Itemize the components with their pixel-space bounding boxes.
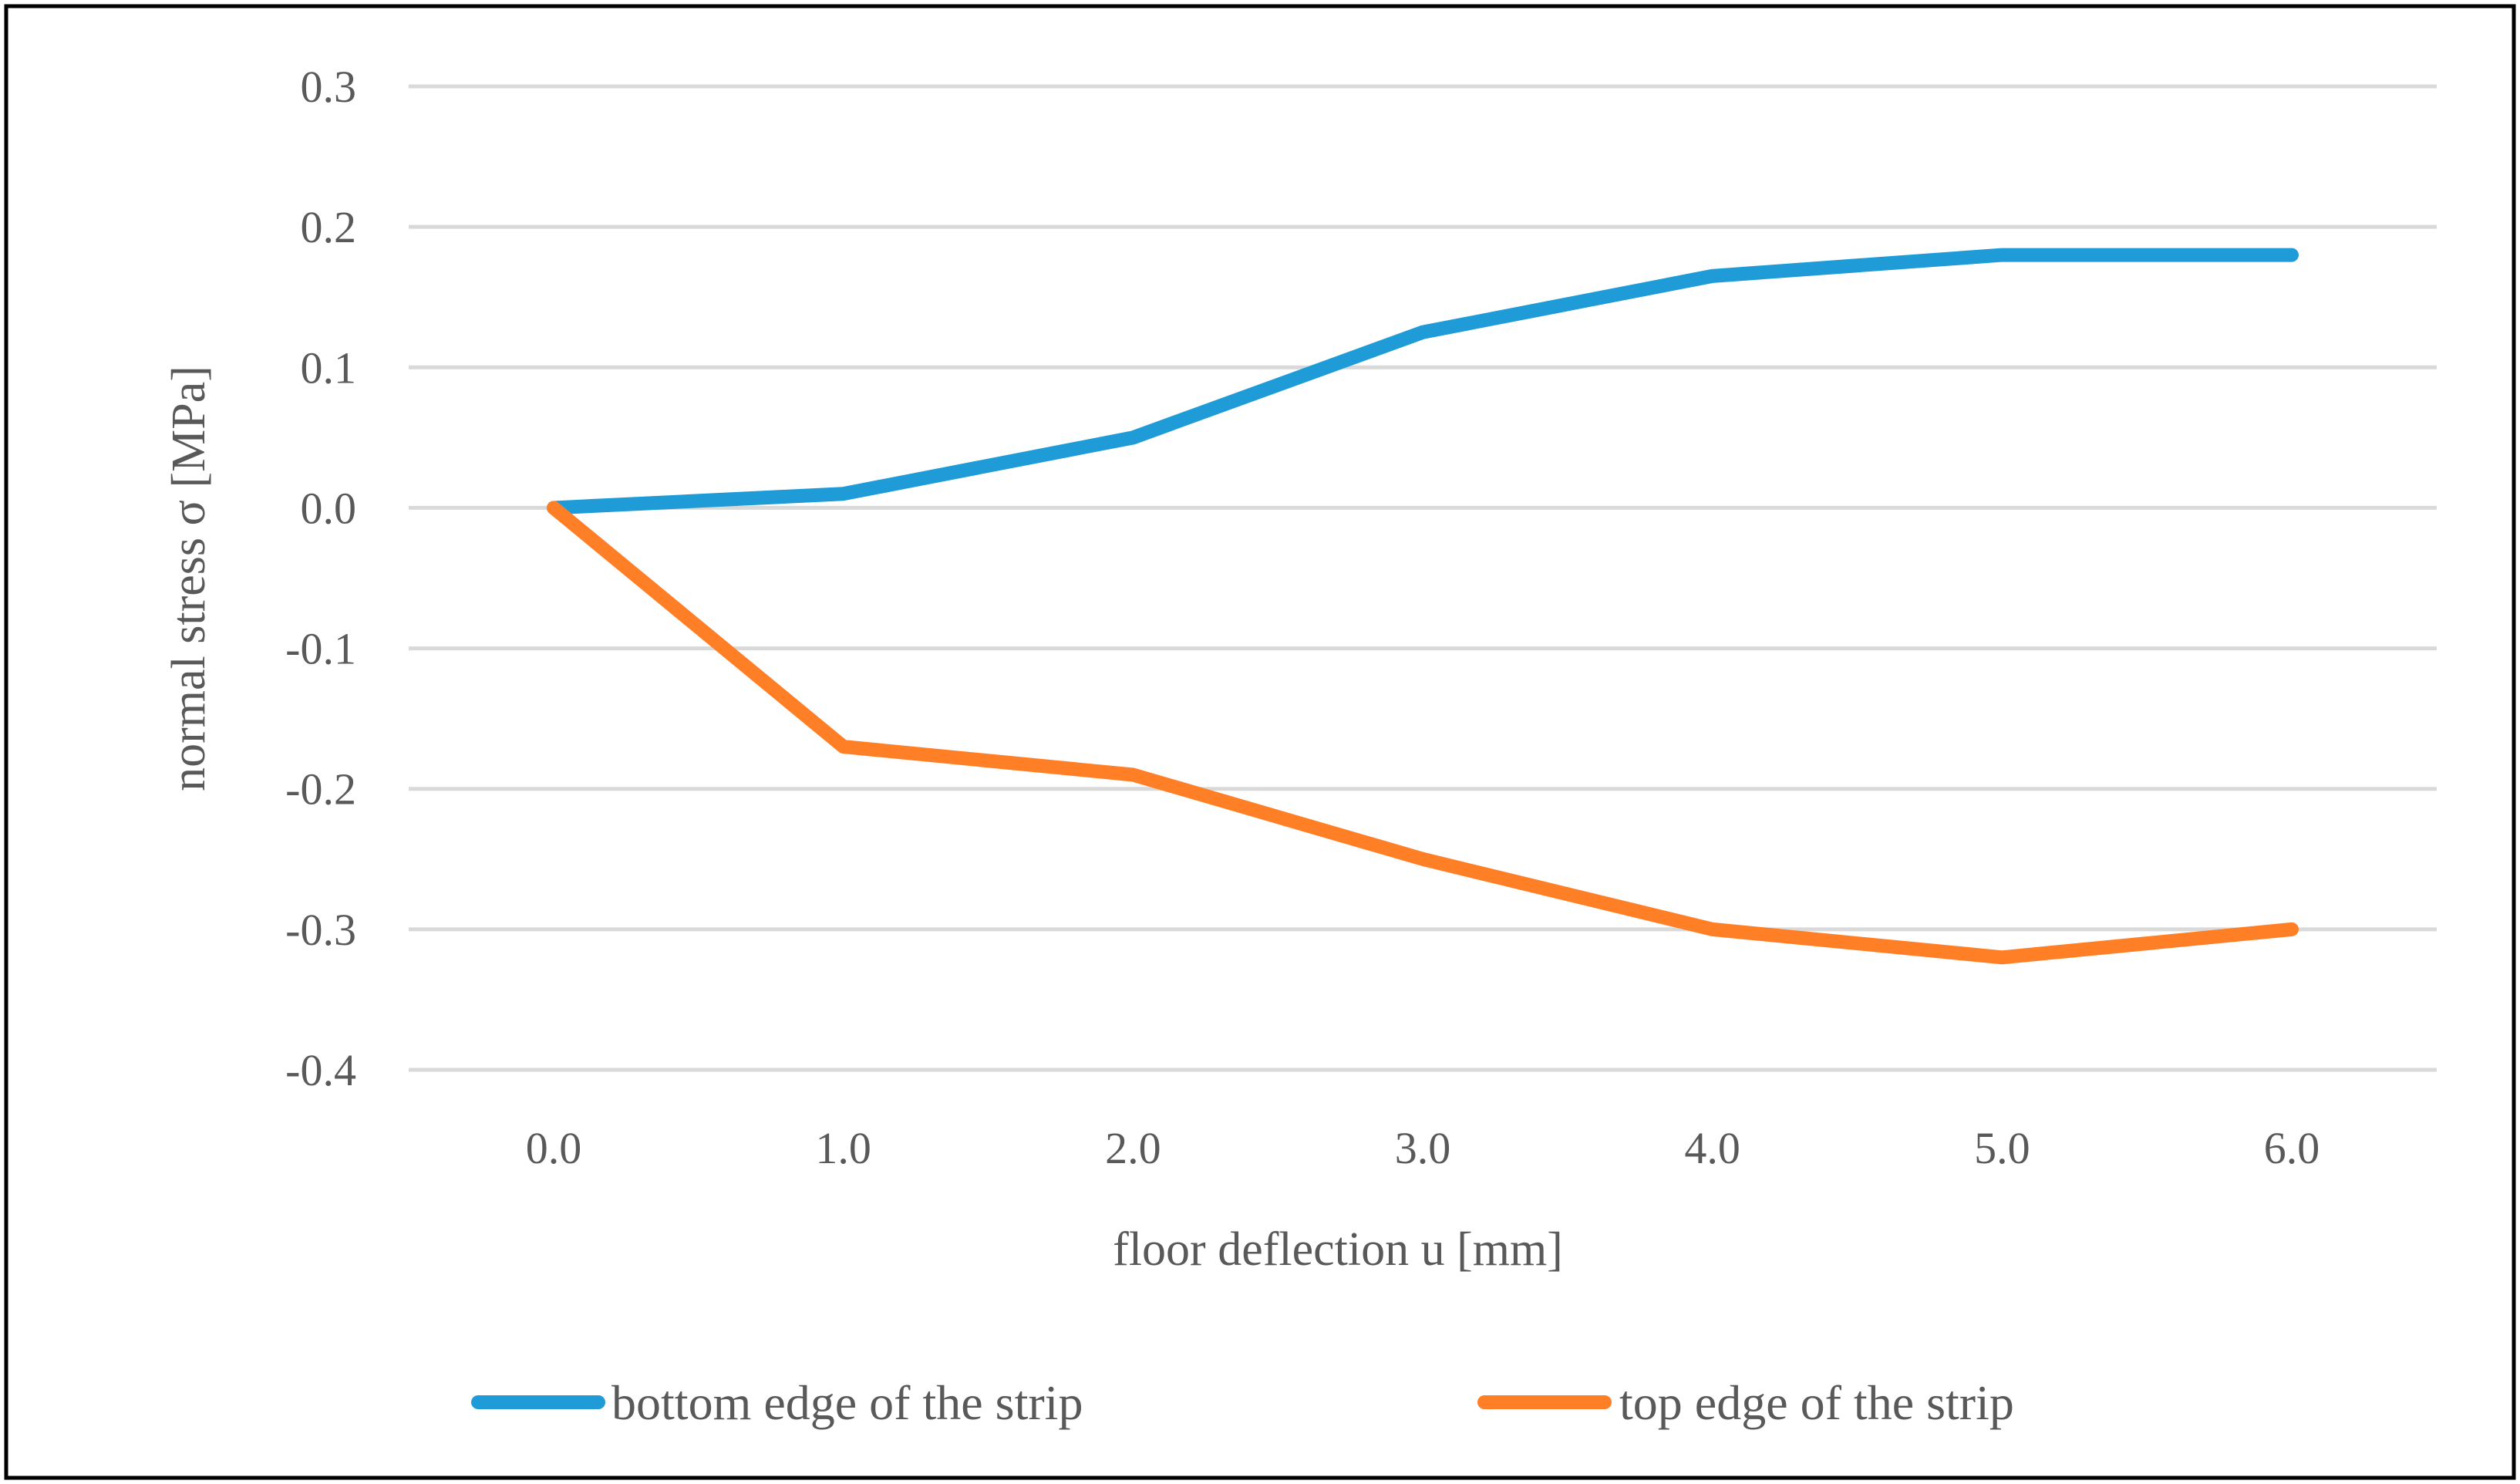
x-tick-label: 2.0 [1105,1123,1161,1173]
y-axis-title: normal stress σ [MPa] [163,366,215,791]
gridlines [409,84,2437,1072]
x-tick-label: 6.0 [2264,1123,2320,1173]
legend: bottom edge of the strip top edge of the… [471,1375,2014,1430]
x-axis-title: floor deflection u [mm] [1113,1223,1563,1276]
x-tick-label: 5.0 [1974,1123,2030,1173]
y-tick-label: 0.0 [301,483,357,533]
y-tick-label: -0.2 [285,764,356,815]
legend-label-top-edge: top edge of the strip [1619,1375,2014,1430]
x-tick-label: 4.0 [1684,1123,1740,1173]
x-tick-label: 0.0 [526,1123,582,1173]
y-tick-label: 0.2 [301,202,357,252]
y-axis-ticks: 0.3 0.2 0.1 0.0 -0.1 -0.2 -0.3 -0.4 [285,62,356,1095]
legend-label-bottom-edge: bottom edge of the strip [611,1375,1083,1430]
series-lines [547,248,2299,965]
y-tick-label: -0.3 [285,905,356,955]
x-axis-ticks: 0.0 1.0 2.0 3.0 4.0 5.0 6.0 [526,1123,2320,1173]
y-tick-label: -0.4 [285,1045,356,1095]
y-tick-label: -0.1 [285,624,356,674]
y-tick-label: 0.1 [301,342,357,393]
x-tick-label: 3.0 [1395,1123,1451,1173]
y-tick-label: 0.3 [301,62,357,112]
x-tick-label: 1.0 [815,1123,871,1173]
